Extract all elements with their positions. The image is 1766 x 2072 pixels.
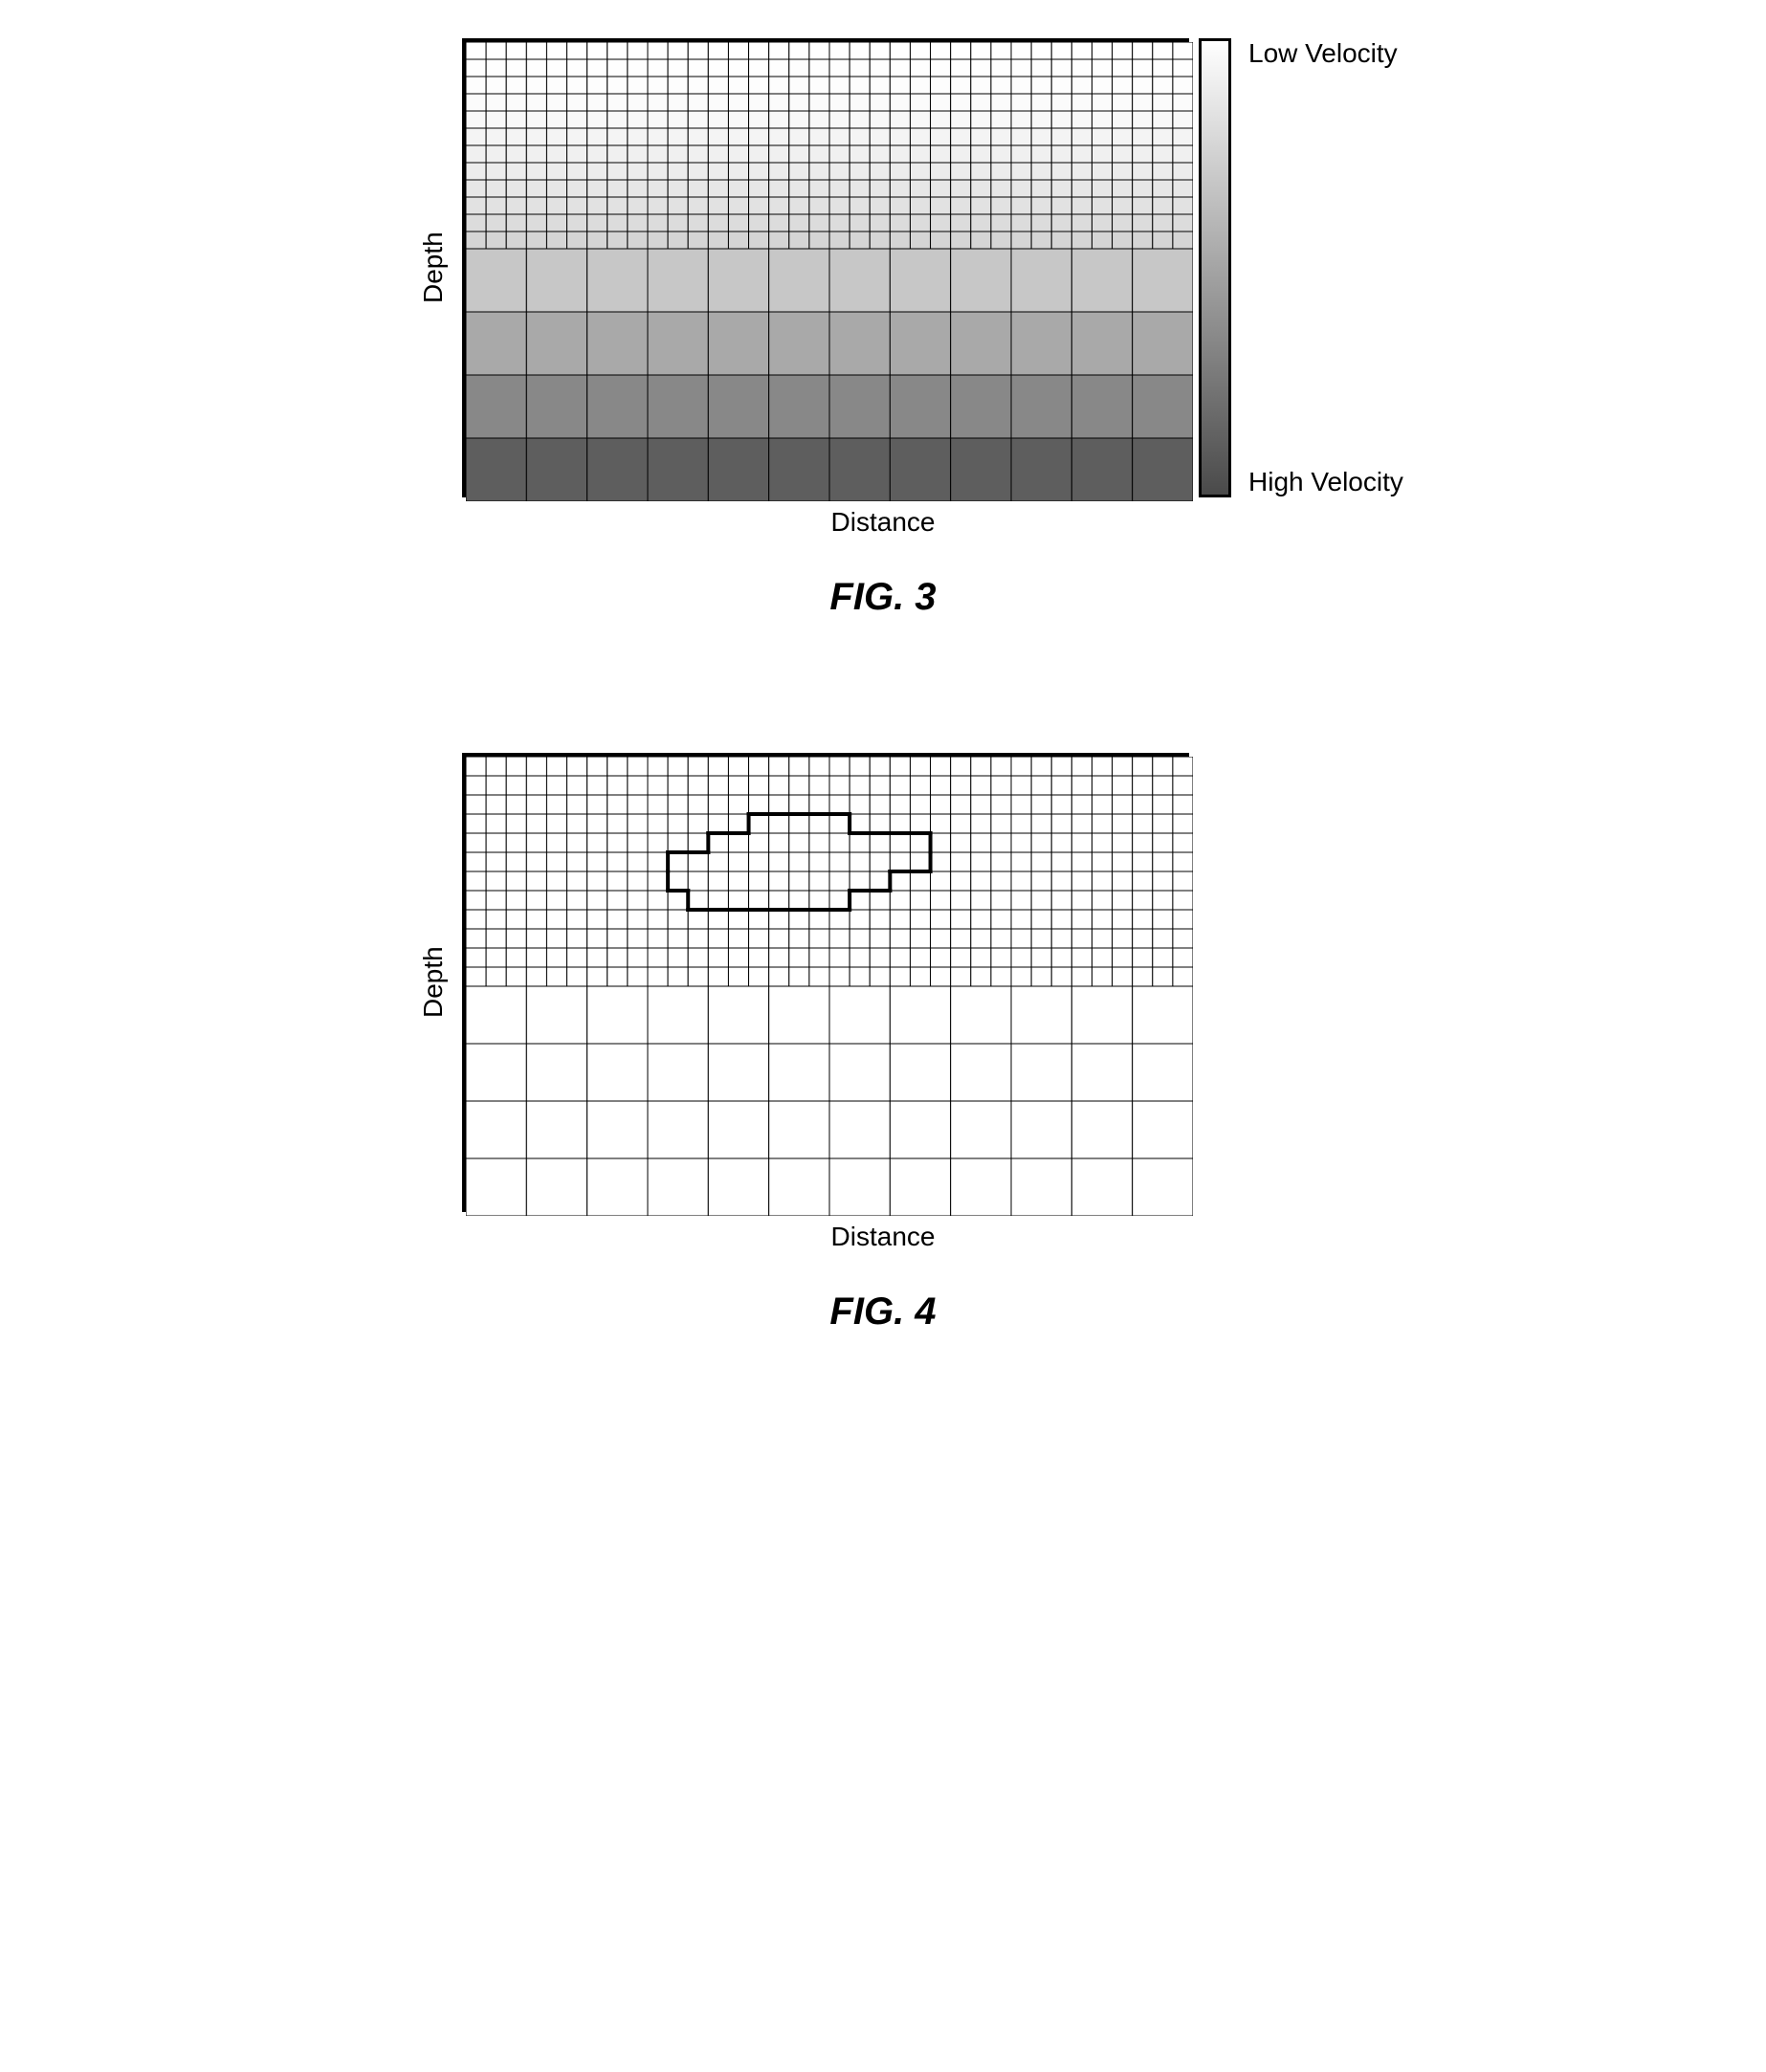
fig4-ylabel: Depth xyxy=(405,753,462,1212)
fig3-chart xyxy=(462,38,1189,497)
figure-4: Depth Distance FIG. 4 xyxy=(405,753,1361,1334)
fig3-caption: FIG. 3 xyxy=(405,576,1361,619)
fig3-legend-bar xyxy=(1199,38,1231,497)
fig4-xlabel: Distance xyxy=(405,1222,1361,1252)
fig4-caption: FIG. 4 xyxy=(405,1290,1361,1334)
fig3-ylabel: Depth xyxy=(405,38,462,497)
figure-3: Depth Low Velocity High Velocity Distanc… xyxy=(405,38,1361,619)
fig3-legend-top: Low Velocity xyxy=(1248,38,1403,69)
fig3-legend-bottom: High Velocity xyxy=(1248,467,1403,497)
fig3-xlabel: Distance xyxy=(405,507,1361,538)
fig4-chart xyxy=(462,753,1189,1212)
fig3-legend: Low Velocity High Velocity xyxy=(1199,38,1403,497)
